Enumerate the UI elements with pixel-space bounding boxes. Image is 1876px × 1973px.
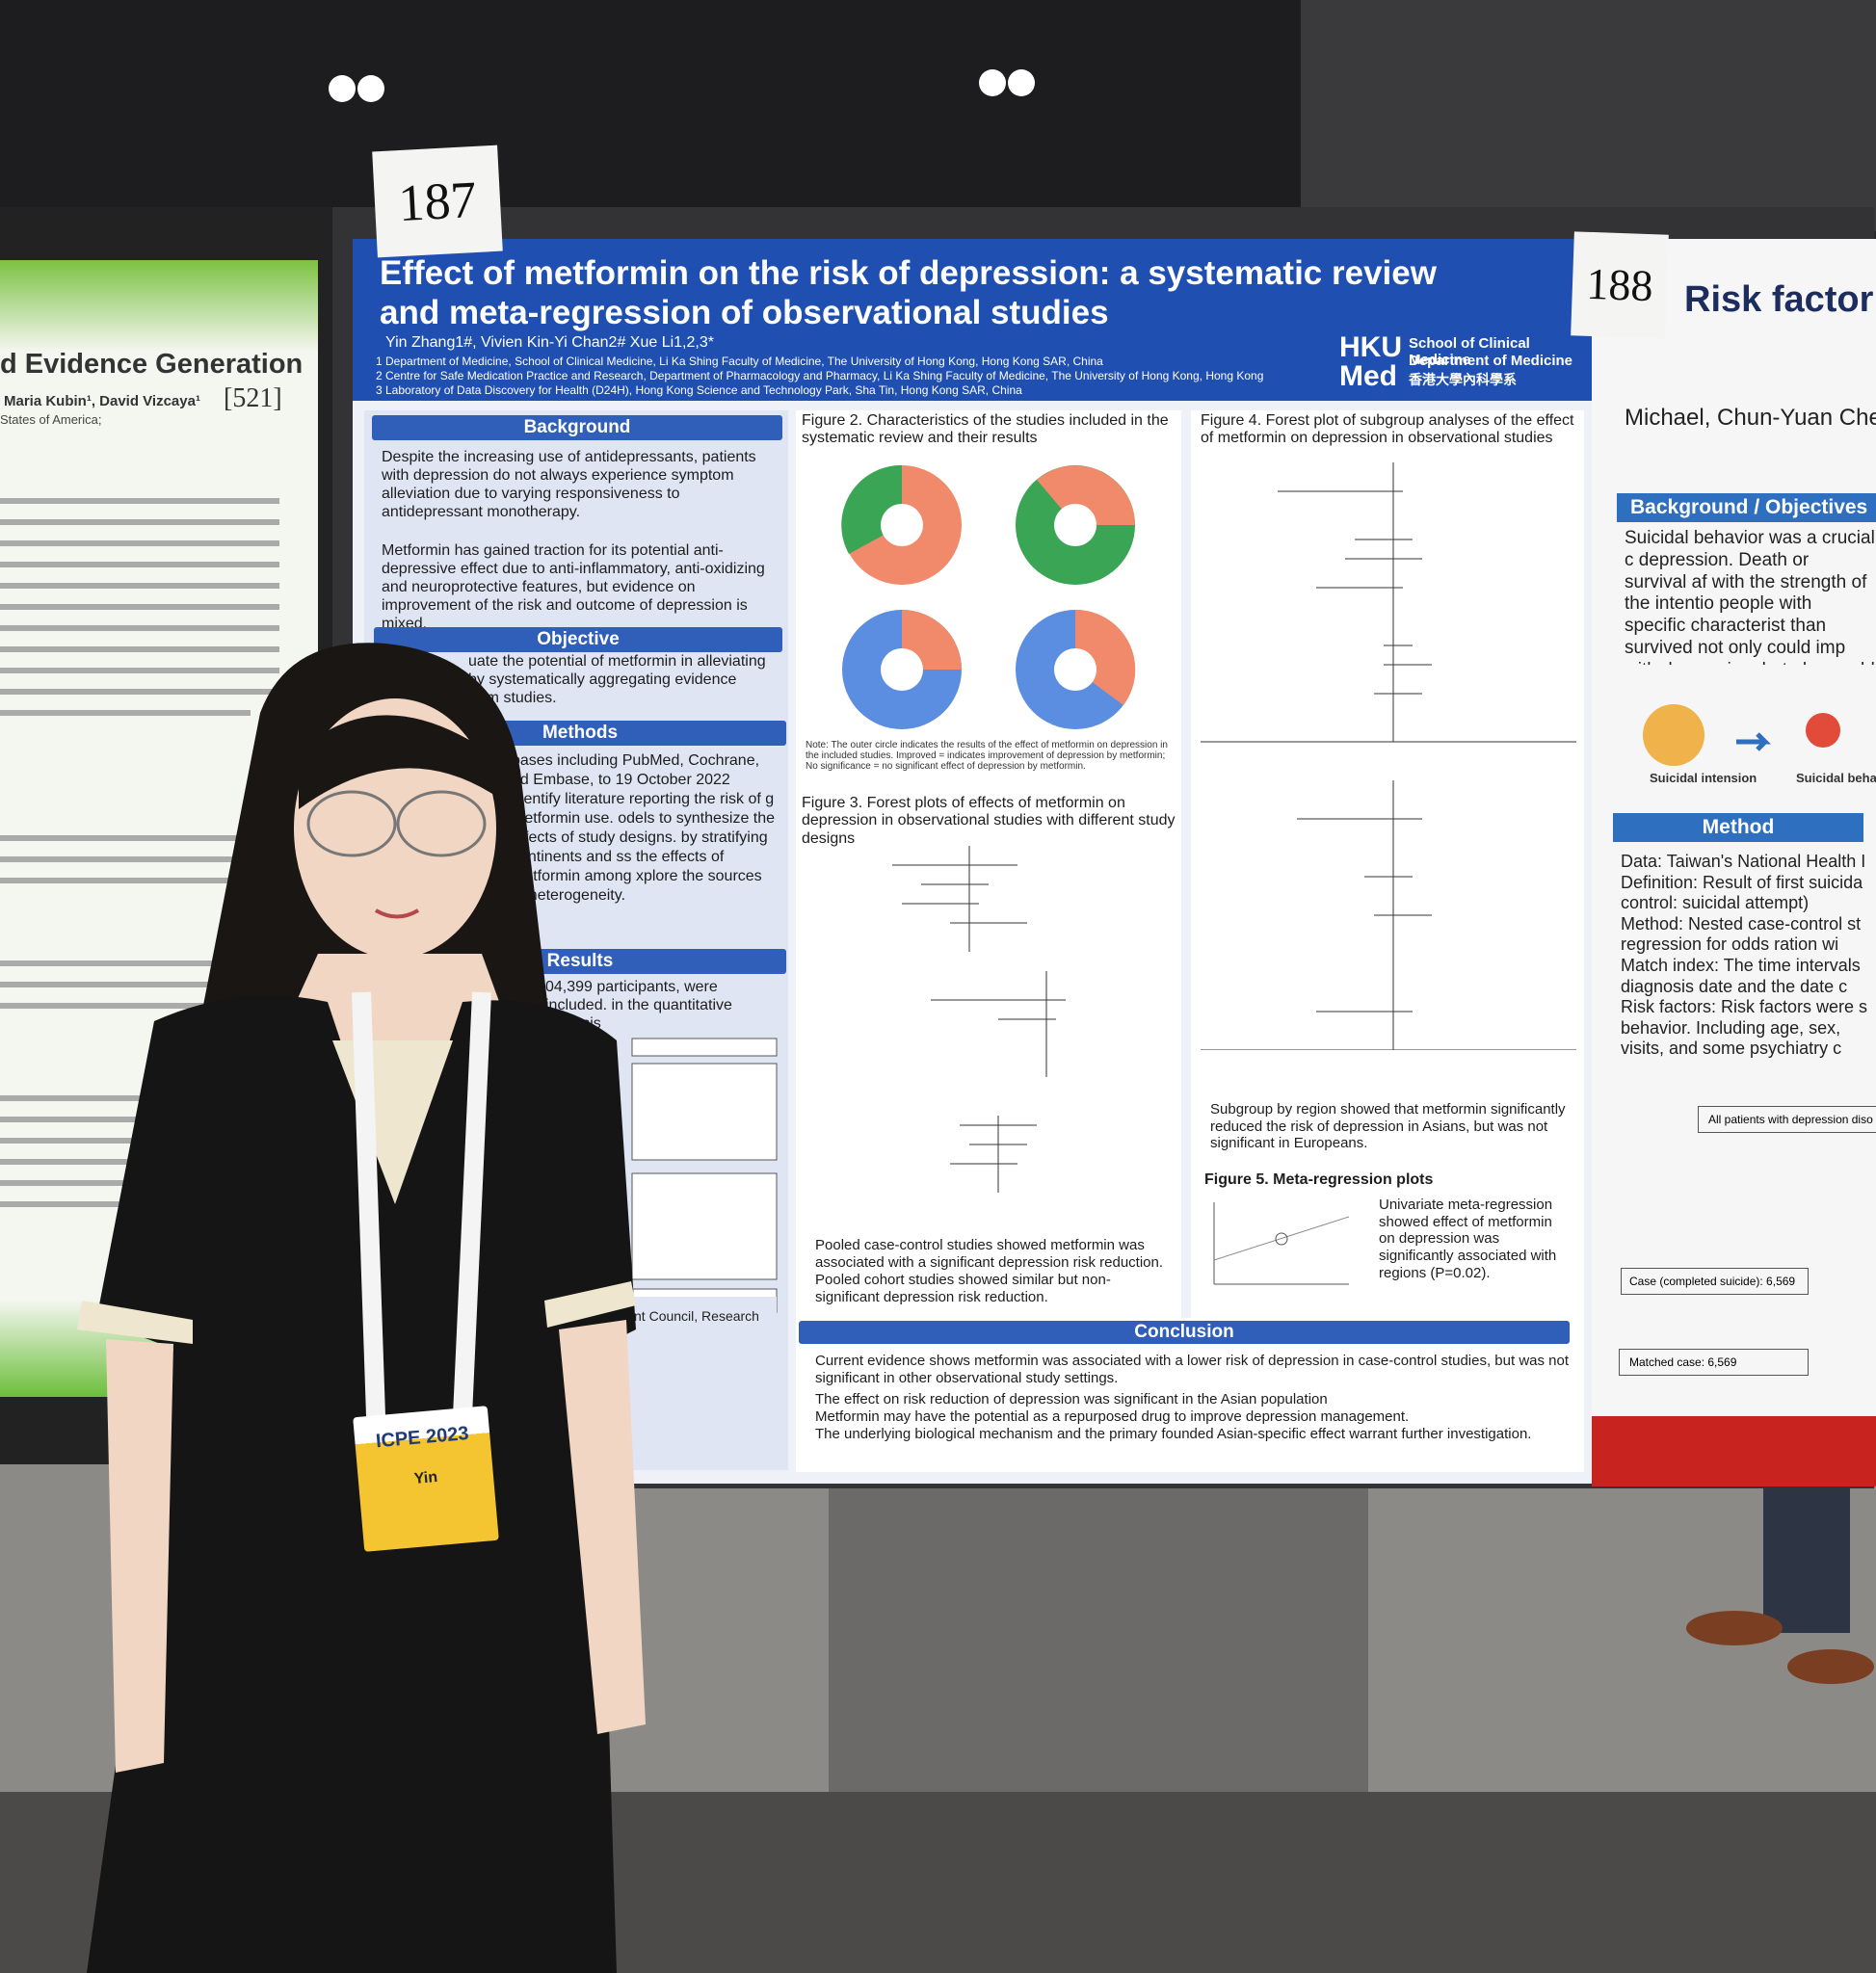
flow-boxes [631,1038,778,1313]
prisma-flow [631,1038,778,1313]
main-poster: Effect of metformin on the risk of depre… [353,239,1596,1484]
poster-title: and meta-regression of observational stu… [380,294,1109,331]
head-icon [1643,704,1704,766]
section-text: Suicidal behavior was a crucial c depres… [1625,528,1875,665]
bullet: Current evidence shows metformin was ass… [815,1353,1570,1386]
section-heading: Objective [374,627,782,652]
section-text: bases including PubMed, Cochrane, nd Emb… [512,752,776,904]
figure-note: Note: The outer circle indicates the res… [806,740,1168,772]
flow-box: All patients with depression diso [1698,1106,1876,1133]
poster-affiliation: States of America; [0,412,102,427]
point [1275,1232,1288,1246]
figure-4-forest-plot [1201,462,1576,1050]
bullet: The underlying biological mechanism and … [815,1426,1532,1442]
poster-title: Risk factor [1684,279,1874,320]
arm [106,1339,173,1773]
arm [559,1320,646,1734]
section-heading: Method [1613,813,1863,842]
figure-caption: Figure 5. Meta-regression plots [1204,1171,1434,1188]
visitor-shoe [1686,1611,1783,1645]
ceiling-light [1008,69,1035,96]
mouth [374,908,420,919]
ceiling-light [329,75,356,102]
poster-band [0,260,318,352]
method-line: Method: Nested case-control st regressio… [1621,913,1862,955]
wall [1301,0,1876,231]
person-icon [1806,713,1840,748]
flow-box: Case (completed suicide): 6,569 [1621,1268,1809,1295]
poster-authors: Maria Kubin¹, David Vizcaya¹ [4,393,200,409]
right-poster: Risk factor Michael, Chun-Yuan Cheng Bac… [1592,239,1876,1486]
method-line: Data: Taiwan's National Health I [1621,852,1866,871]
fit-line [1213,1216,1350,1261]
method-list: Data: Taiwan's National Health I Definit… [1621,852,1876,1060]
poster-title: d Evidence Generation [0,349,304,380]
badge-name: Yin [413,1468,438,1488]
glasses [306,790,397,857]
poster-header [353,239,1596,401]
figure-caption: Figure 4. Forest plot of subgroup analys… [1201,412,1574,447]
sleeve-cuff [544,1281,636,1328]
visitor-shoe [1787,1649,1874,1684]
figure-3-forest-plots [892,846,1066,1193]
visitor-legs [1763,1488,1850,1633]
bullet: Subgroup by region showed that metformin… [1210,1101,1566,1152]
method-line: Definition: Result of first suicida cont… [1621,872,1863,913]
arrow [1736,732,1772,751]
affiliation: 3 Laboratory of Data Discovery for Healt… [376,383,1022,397]
poster-band [1592,1416,1876,1486]
lanyard [352,991,491,1417]
poster-authors: Yin Zhang1#, Vivien Kin-Yi Chan2# Xue Li… [385,334,714,351]
glasses [396,790,487,857]
figure-2-donuts [841,464,1136,729]
figure-caption: Figure 3. Forest plots of effects of met… [802,795,1176,847]
bullet: Despite the increasing use of antidepres… [382,449,756,520]
bullet: Univariate meta-regression showed effect… [1379,1197,1557,1281]
badge-event: ICPE 2023 [375,1422,470,1453]
affiliation: 2 Centre for Safe Medication Practice an… [376,369,1264,382]
section-heading: Background / Objectives [1617,493,1876,522]
affiliation: 1 Department of Medicine, School of Clin… [376,355,1103,368]
ceiling-light [357,75,384,102]
poster-number: [521] [224,383,282,413]
sleeve-cuff [77,1301,193,1344]
bullet: Pooled case-control studies showed metfo… [815,1237,1164,1271]
flow-box: Matched case: 6,569 [1619,1349,1809,1376]
department: Department of Medicine [1409,353,1573,369]
icon-label: Suicidal behavio [1796,771,1876,785]
poster-column [796,410,1181,1470]
poster-author: Michael, Chun-Yuan Cheng [1625,405,1876,431]
bullet: Metformin may have the potential as a re… [815,1408,1410,1425]
name-badge: ICPE 2023 Yin [353,1406,499,1552]
poster-column [1191,410,1584,1470]
ceiling-light [979,69,1006,96]
bullet: Pooled cohort studies showed similar but… [815,1272,1111,1305]
section-heading: Conclusion [799,1321,1570,1344]
icon-label: Suicidal intension [1650,771,1757,785]
department: 香港大學內科學系 [1409,372,1517,387]
donut [841,464,1136,729]
section-heading: Background [372,415,782,440]
figure-caption: Figure 2. Characteristics of the studies… [802,412,1169,447]
figure-5-plot [1213,1202,1350,1285]
method-line: Risk factors: Risk factors were s behavi… [1621,997,1868,1059]
department: School of Clinical Medicine [1409,335,1530,368]
forest-lines [1201,462,1576,1050]
bangs [299,715,501,809]
forest-lines [892,846,1066,1193]
icons [1643,704,1840,766]
bullet: The effect on risk reduction of depressi… [815,1391,1328,1407]
method-line: Match index: The time intervals diagnosi… [1621,955,1861,996]
poster-title: Effect of metformin on the risk of depre… [380,254,1437,292]
